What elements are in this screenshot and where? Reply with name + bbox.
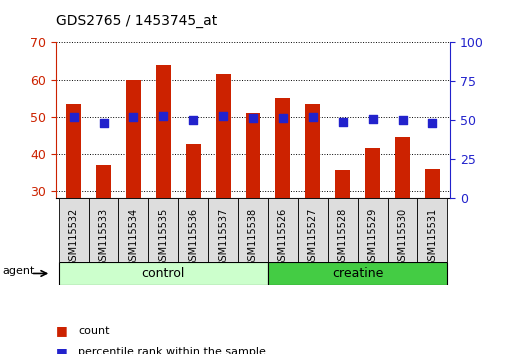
Point (219, 114, 227, 119)
Text: count: count (78, 326, 110, 336)
Text: GSM115532: GSM115532 (69, 208, 78, 267)
FancyBboxPatch shape (148, 198, 178, 262)
Bar (245, 113, 260, 198)
Bar (424, 169, 439, 198)
FancyBboxPatch shape (268, 262, 446, 285)
FancyBboxPatch shape (297, 198, 327, 262)
Bar (394, 137, 409, 198)
FancyBboxPatch shape (59, 198, 88, 262)
Text: ■: ■ (56, 325, 67, 337)
FancyBboxPatch shape (59, 262, 268, 285)
Bar (185, 144, 200, 198)
FancyBboxPatch shape (417, 198, 446, 262)
Bar (215, 74, 230, 198)
Text: GSM115528: GSM115528 (337, 208, 347, 267)
Point (99, 120, 108, 126)
Text: GSM115538: GSM115538 (247, 208, 258, 267)
Point (428, 120, 436, 126)
Text: GSM115537: GSM115537 (218, 208, 228, 267)
Text: GSM115526: GSM115526 (277, 208, 287, 267)
Bar (96, 165, 111, 198)
FancyBboxPatch shape (327, 198, 357, 262)
Text: GSM115534: GSM115534 (128, 208, 138, 267)
Bar (156, 65, 171, 198)
Bar (66, 104, 81, 198)
Text: GSM115531: GSM115531 (427, 208, 436, 267)
Point (338, 119, 346, 125)
FancyBboxPatch shape (387, 198, 417, 262)
Text: GDS2765 / 1453745_at: GDS2765 / 1453745_at (56, 14, 217, 28)
Point (397, 117, 406, 122)
Point (368, 116, 376, 122)
Text: GSM115527: GSM115527 (307, 208, 317, 267)
FancyBboxPatch shape (237, 198, 268, 262)
Text: control: control (141, 267, 185, 280)
Text: GSM115536: GSM115536 (188, 208, 198, 267)
Point (248, 115, 257, 121)
Bar (305, 104, 320, 198)
Text: creatine: creatine (331, 267, 383, 280)
Bar (126, 80, 140, 198)
FancyBboxPatch shape (268, 198, 297, 262)
Text: GSM115533: GSM115533 (98, 208, 108, 267)
Bar (275, 98, 290, 198)
Point (308, 114, 316, 120)
FancyBboxPatch shape (178, 198, 208, 262)
Text: percentile rank within the sample: percentile rank within the sample (78, 347, 266, 354)
Text: GSM115535: GSM115535 (158, 208, 168, 267)
FancyBboxPatch shape (118, 198, 148, 262)
Point (189, 118, 197, 123)
Point (69, 114, 77, 120)
Text: ■: ■ (56, 346, 67, 354)
FancyBboxPatch shape (357, 198, 387, 262)
Bar (365, 148, 379, 198)
Bar (335, 170, 349, 198)
FancyBboxPatch shape (88, 198, 118, 262)
Point (278, 115, 286, 121)
Text: GSM115529: GSM115529 (367, 208, 377, 267)
Text: GSM115530: GSM115530 (397, 208, 407, 267)
Text: agent: agent (3, 266, 35, 276)
Point (129, 114, 137, 120)
FancyBboxPatch shape (208, 198, 237, 262)
Point (159, 114, 167, 119)
